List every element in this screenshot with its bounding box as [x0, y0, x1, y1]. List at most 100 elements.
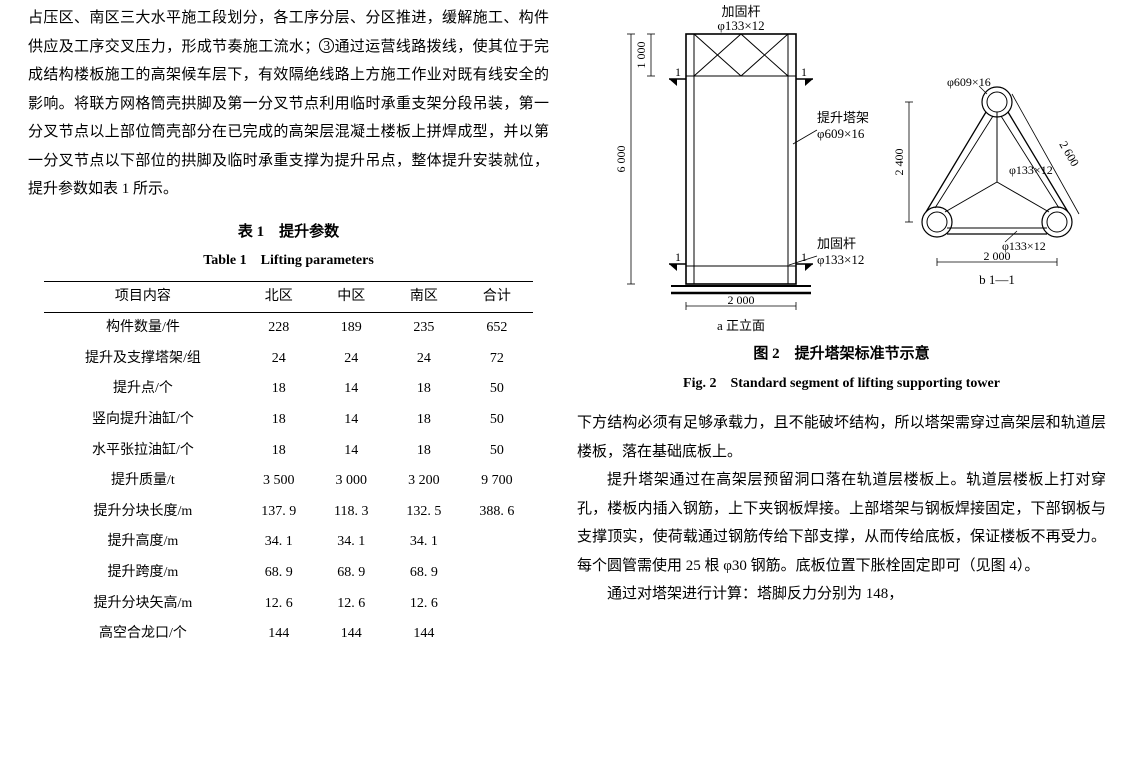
cut-mark-tl: 1 [669, 65, 686, 86]
table-row: 提升及支撑塔架/组24242472 [44, 344, 534, 375]
table-cell: 118. 3 [315, 497, 387, 528]
table-cell: 24 [387, 344, 460, 375]
table-cell: 提升跨度/m [44, 558, 243, 589]
dim-6000: 6 000 [614, 146, 628, 173]
table-cell: 50 [460, 374, 533, 405]
phi-bottom-label: φ133×12 [817, 252, 864, 267]
table-cell: 提升及支撑塔架/组 [44, 344, 243, 375]
table-cell: 提升分块矢高/m [44, 589, 243, 620]
sec-phi-tie1: φ133×12 [1009, 163, 1053, 177]
cut-1-bl: 1 [675, 250, 681, 264]
table-cell: 18 [242, 405, 315, 436]
section-sub-label: b 1—1 [979, 272, 1015, 287]
figure2: 1 1 1 1 加固杆 φ133 [577, 4, 1106, 397]
table-cell: 50 [460, 405, 533, 436]
dim-1000: 1 000 [634, 42, 648, 69]
table-cell: 235 [387, 313, 460, 344]
th-2: 中区 [315, 281, 387, 313]
bullet-3-icon: 3 [319, 38, 334, 53]
figure2-svg: 1 1 1 1 加固杆 φ133 [587, 4, 1097, 334]
table-cell: 18 [387, 405, 460, 436]
table-cell: 14 [315, 436, 387, 467]
table-cell: 652 [460, 313, 533, 344]
cut-mark-bl: 1 [669, 250, 686, 271]
table-cell: 132. 5 [387, 497, 460, 528]
elev-sub-label: a 正立面 [716, 318, 764, 333]
table-cell: 68. 9 [387, 558, 460, 589]
table-row: 竖向提升油缸/个18141850 [44, 405, 534, 436]
table-cell: 构件数量/件 [44, 313, 243, 344]
table-cell: 189 [315, 313, 387, 344]
th-0: 项目内容 [44, 281, 243, 313]
table-cell: 34. 1 [387, 527, 460, 558]
table1: 项目内容 北区 中区 南区 合计 构件数量/件228189235652提升及支撑… [44, 281, 534, 650]
table-cell: 12. 6 [387, 589, 460, 620]
table-cell [460, 589, 533, 620]
table-cell: 水平张拉油缸/个 [44, 436, 243, 467]
table-cell: 18 [242, 374, 315, 405]
cut-1-tl: 1 [675, 65, 681, 79]
table-cell: 50 [460, 436, 533, 467]
dim-2400: 2 400 [892, 149, 906, 176]
table-cell: 228 [242, 313, 315, 344]
table-cell: 3 200 [387, 466, 460, 497]
table1-caption-cn: 表 1 提升参数 [28, 218, 549, 247]
table-cell: 68. 9 [242, 558, 315, 589]
table-row: 高空合龙口/个144144144 [44, 619, 534, 650]
table-row: 提升质量/t3 5003 0003 2009 700 [44, 466, 534, 497]
table-cell: 提升质量/t [44, 466, 243, 497]
table-cell: 34. 1 [315, 527, 387, 558]
table-cell: 9 700 [460, 466, 533, 497]
th-3: 南区 [387, 281, 460, 313]
right-para3: 通过对塔架进行计算：塔脚反力分别为 148， [577, 580, 1106, 609]
table-cell [460, 558, 533, 589]
reinforce-rod-top-label: 加固杆 [721, 4, 760, 19]
right-para1: 下方结构必须有足够承载力，且不能破坏结构，所以塔架需穿过高架层和轨道层楼板，落在… [577, 409, 1106, 466]
cut-mark-tr: 1 [796, 65, 813, 86]
plan-triangle [922, 87, 1072, 237]
table-cell: 3 500 [242, 466, 315, 497]
table-cell: 72 [460, 344, 533, 375]
cut-1-br: 1 [801, 250, 807, 264]
table-row: 提升分块长度/m137. 9118. 3132. 5388. 6 [44, 497, 534, 528]
table-row: 构件数量/件228189235652 [44, 313, 534, 344]
figure2-caption-cn: 图 2 提升塔架标准节示意 [577, 340, 1106, 369]
th-1: 北区 [242, 281, 315, 313]
table-cell [460, 619, 533, 650]
figure2-caption-en: Fig. 2 Standard segment of lifting suppo… [577, 371, 1106, 398]
table-cell: 137. 9 [242, 497, 315, 528]
left-paragraph: 占压区、南区三大水平施工段划分，各工序分层、分区推进，缓解施工、构件供应及工序交… [28, 4, 549, 204]
tower-phi-label: φ609×16 [817, 126, 865, 141]
table-cell: 24 [242, 344, 315, 375]
table-cell: 144 [315, 619, 387, 650]
dim-2000-elev: 2 000 [727, 293, 754, 307]
dim-2600: 2 600 [1056, 139, 1082, 169]
tower-label: 提升塔架 [817, 110, 869, 125]
table-cell: 12. 6 [242, 589, 315, 620]
table-cell: 12. 6 [315, 589, 387, 620]
table-cell: 144 [242, 619, 315, 650]
table-cell: 68. 9 [315, 558, 387, 589]
para1-post: 通过运营线路拨线，使其位于完成结构楼板施工的高架候车层下，有效隔绝线路上方施工作… [28, 39, 549, 198]
table-cell: 提升点/个 [44, 374, 243, 405]
table1-caption-en: Table 1 Lifting parameters [28, 248, 549, 275]
table-cell: 18 [242, 436, 315, 467]
table-cell: 18 [387, 374, 460, 405]
th-4: 合计 [460, 281, 533, 313]
table-cell: 144 [387, 619, 460, 650]
table-row: 水平张拉油缸/个18141850 [44, 436, 534, 467]
table-row: 提升点/个18141850 [44, 374, 534, 405]
reinforce-rod-bot-label: 加固杆 [817, 236, 856, 251]
table-cell: 24 [315, 344, 387, 375]
table-cell: 高空合龙口/个 [44, 619, 243, 650]
table-cell: 388. 6 [460, 497, 533, 528]
table-cell [460, 527, 533, 558]
table-cell: 14 [315, 405, 387, 436]
cut-mark-br: 1 [796, 250, 813, 271]
cut-1-tr: 1 [801, 65, 807, 79]
table-cell: 竖向提升油缸/个 [44, 405, 243, 436]
table-row: 提升分块矢高/m12. 612. 612. 6 [44, 589, 534, 620]
right-para2: 提升塔架通过在高架层预留洞口落在轨道层楼板上。轨道层楼板上打对穿孔，楼板内插入钢… [577, 466, 1106, 580]
elev-outer [686, 34, 796, 284]
sec-phi-main: φ609×16 [947, 75, 991, 89]
